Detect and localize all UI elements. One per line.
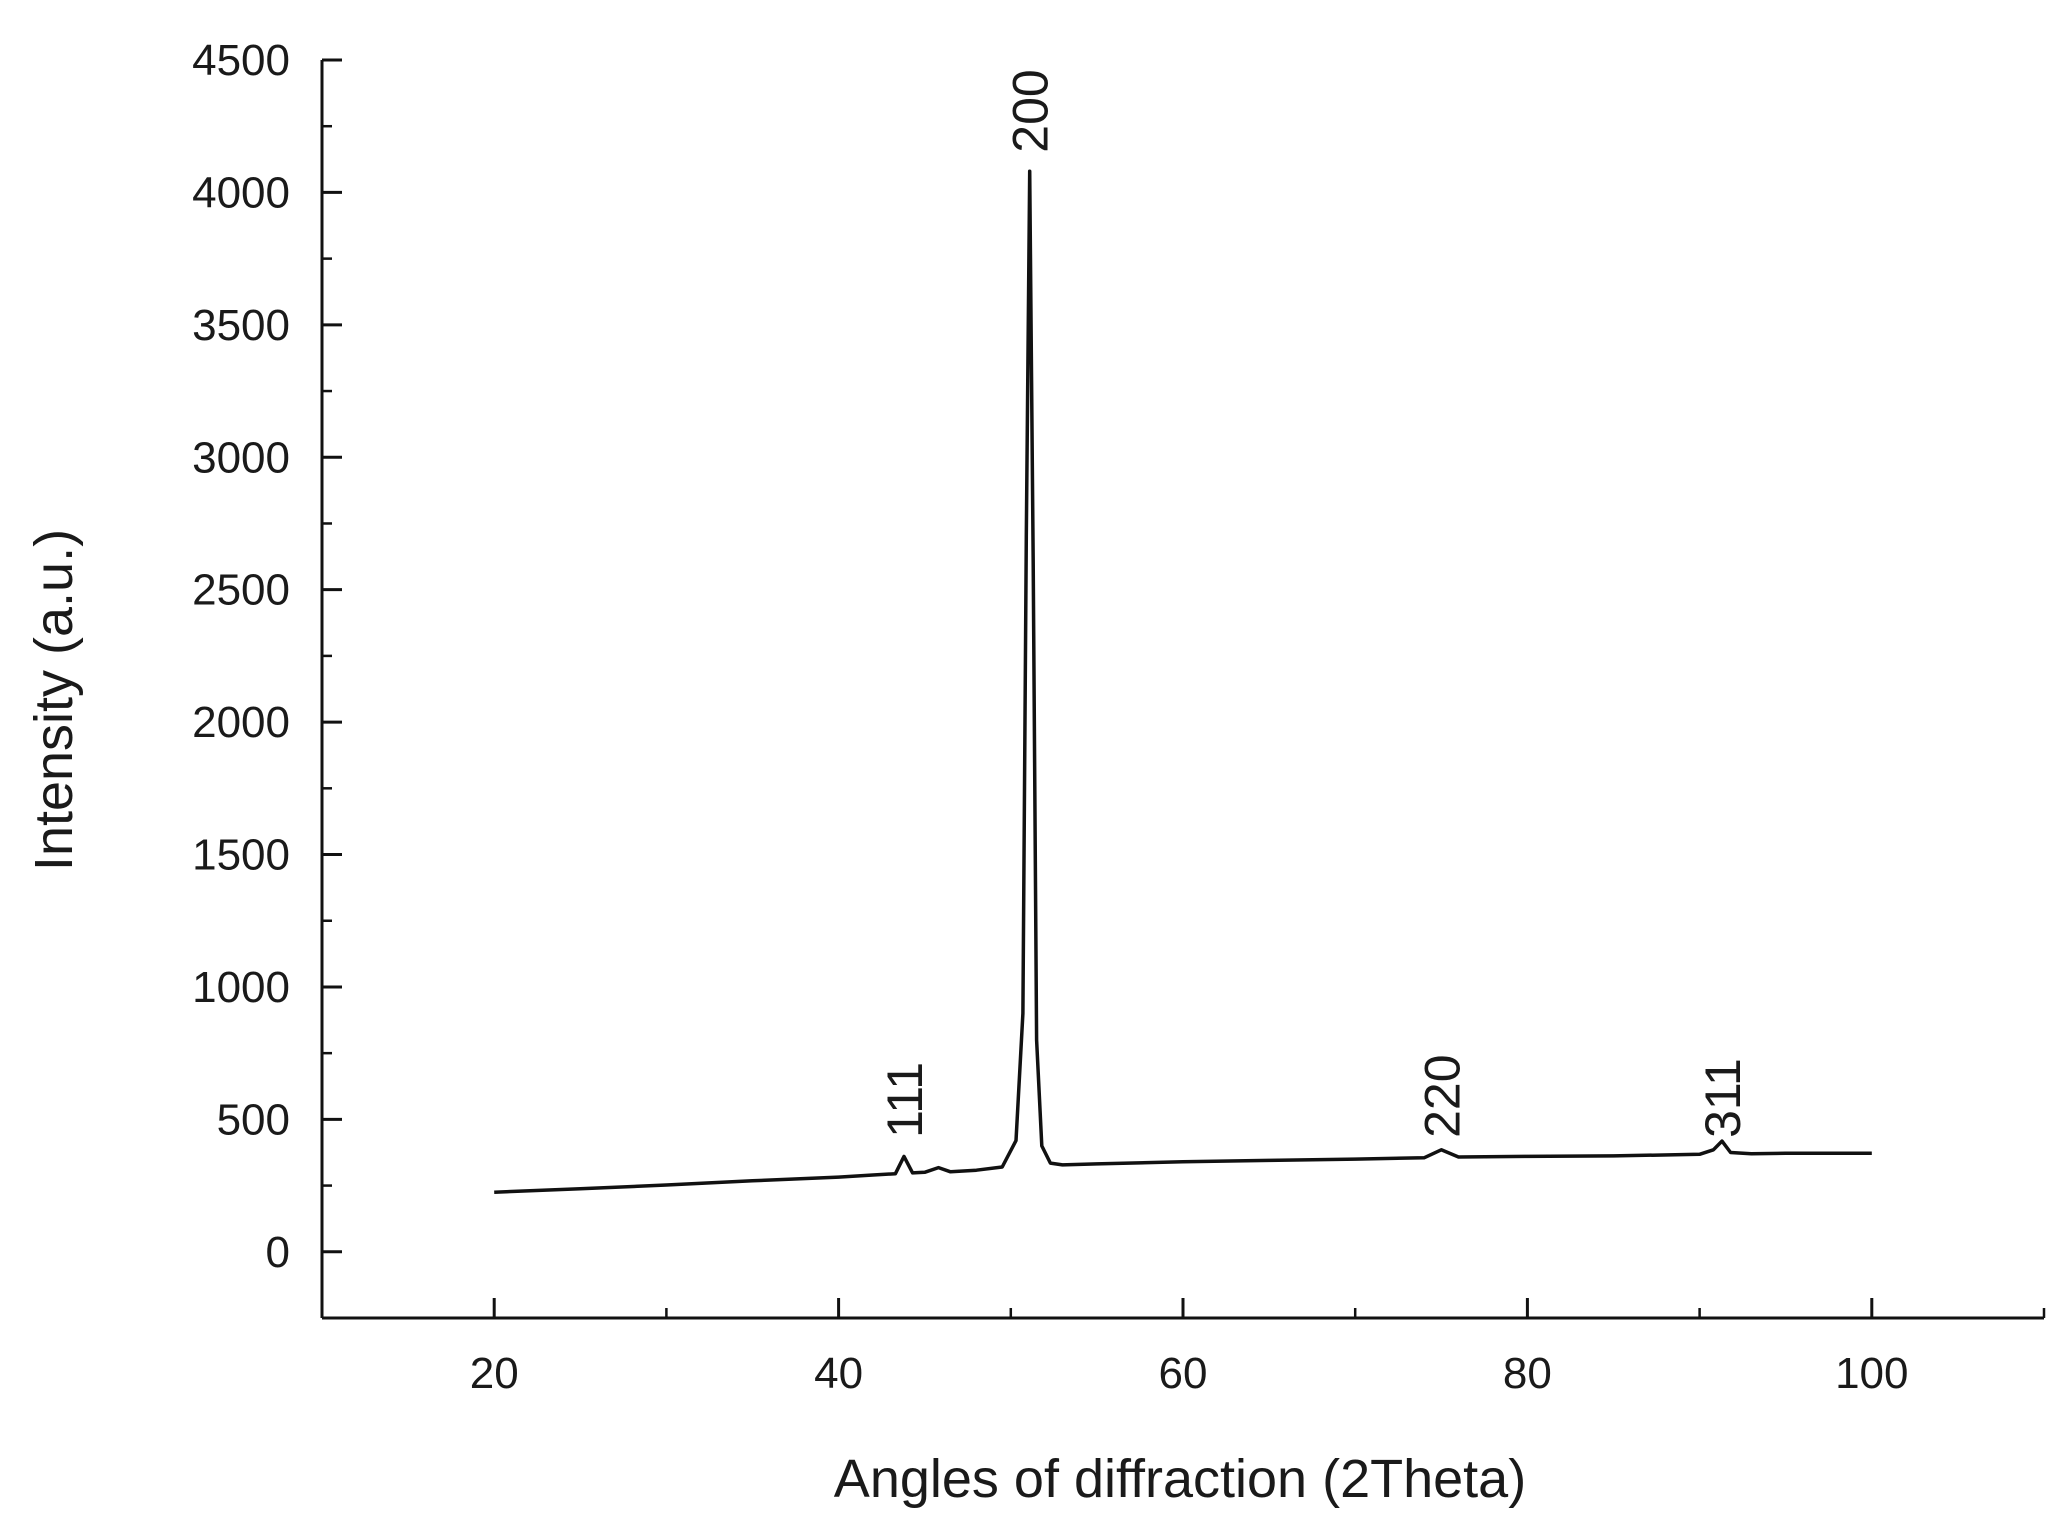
x-tick-label: 100	[1835, 1349, 1908, 1398]
x-tick-label: 60	[1159, 1349, 1208, 1398]
peak-label: 111	[877, 1062, 933, 1138]
x-tick-label: 40	[814, 1349, 863, 1398]
y-tick-label: 0	[266, 1228, 290, 1277]
peak-label: 200	[1003, 69, 1059, 152]
y-tick-label: 2000	[192, 698, 290, 747]
y-tick-label: 3000	[192, 433, 290, 482]
axes: 0 500 1000 1500 2000 2500 3000 3500 4000 4500 20 40…	[192, 36, 2046, 1398]
peak-label: 220	[1414, 1054, 1470, 1137]
y-tick-label: 4000	[192, 168, 290, 217]
y-tick-label: 500	[217, 1095, 290, 1144]
y-tick-label: 2500	[192, 566, 290, 615]
y-tick-label: 1500	[192, 831, 290, 880]
xrd-pattern-line	[494, 169, 1872, 1194]
x-axis-title: Angles of diffraction (2Theta)	[834, 1449, 1526, 1509]
y-tick-label: 1000	[192, 963, 290, 1012]
y-tick-label: 3500	[192, 301, 290, 350]
chart-labels: Angles of diffraction (2Theta) Intensity…	[24, 529, 1526, 1509]
peak-label: 311	[1695, 1058, 1751, 1138]
x-tick-label: 80	[1503, 1349, 1552, 1398]
x-tick-label: 20	[470, 1349, 519, 1398]
y-tick-label: 4500	[192, 36, 290, 85]
plot-area: 111 200 220 311	[494, 69, 1872, 1194]
y-axis-title: Intensity (a.u.)	[24, 529, 84, 871]
